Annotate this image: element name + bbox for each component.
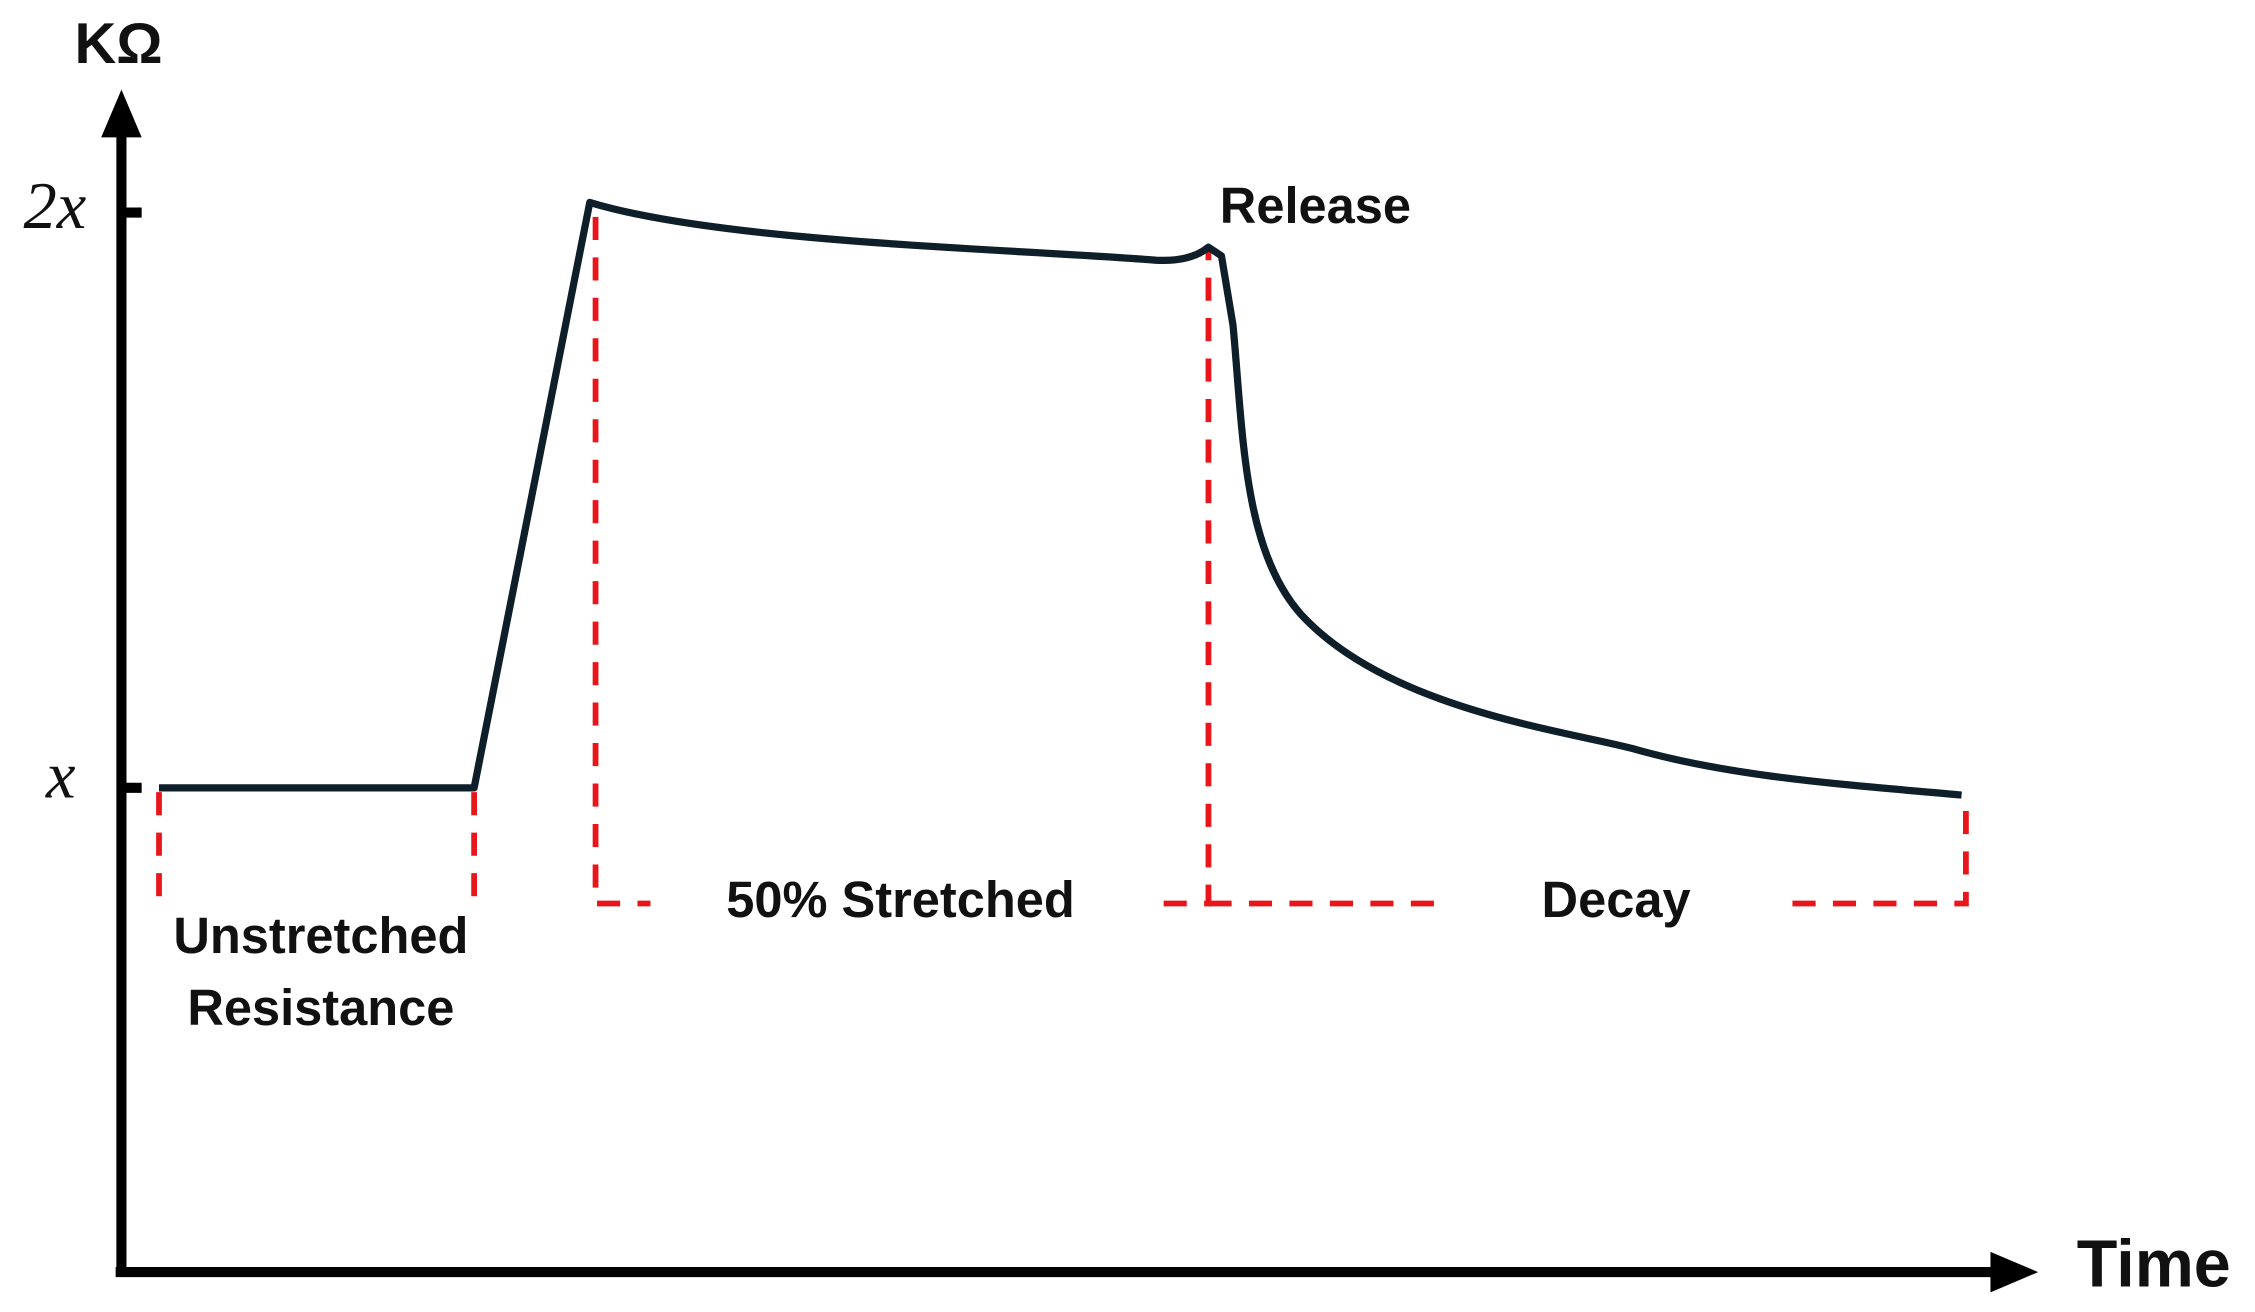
x-axis-arrow [1990, 1251, 2039, 1293]
annotation: Resistance [187, 979, 454, 1036]
y-axis-label: KΩ [74, 12, 162, 76]
x-axis-label: Time [2077, 1228, 2231, 1302]
annotation: Release [1220, 177, 1411, 234]
annotation: 50% Stretched [726, 871, 1075, 928]
annotation: Decay [1542, 871, 1691, 928]
phase-brackets [156, 216, 1969, 907]
y-tick-label: x [45, 739, 76, 812]
y-axis-arrow [101, 89, 142, 138]
annotation: Unstretched [173, 907, 468, 964]
resistance-curve [159, 198, 1962, 799]
y-tick-label: 2x [24, 170, 87, 243]
